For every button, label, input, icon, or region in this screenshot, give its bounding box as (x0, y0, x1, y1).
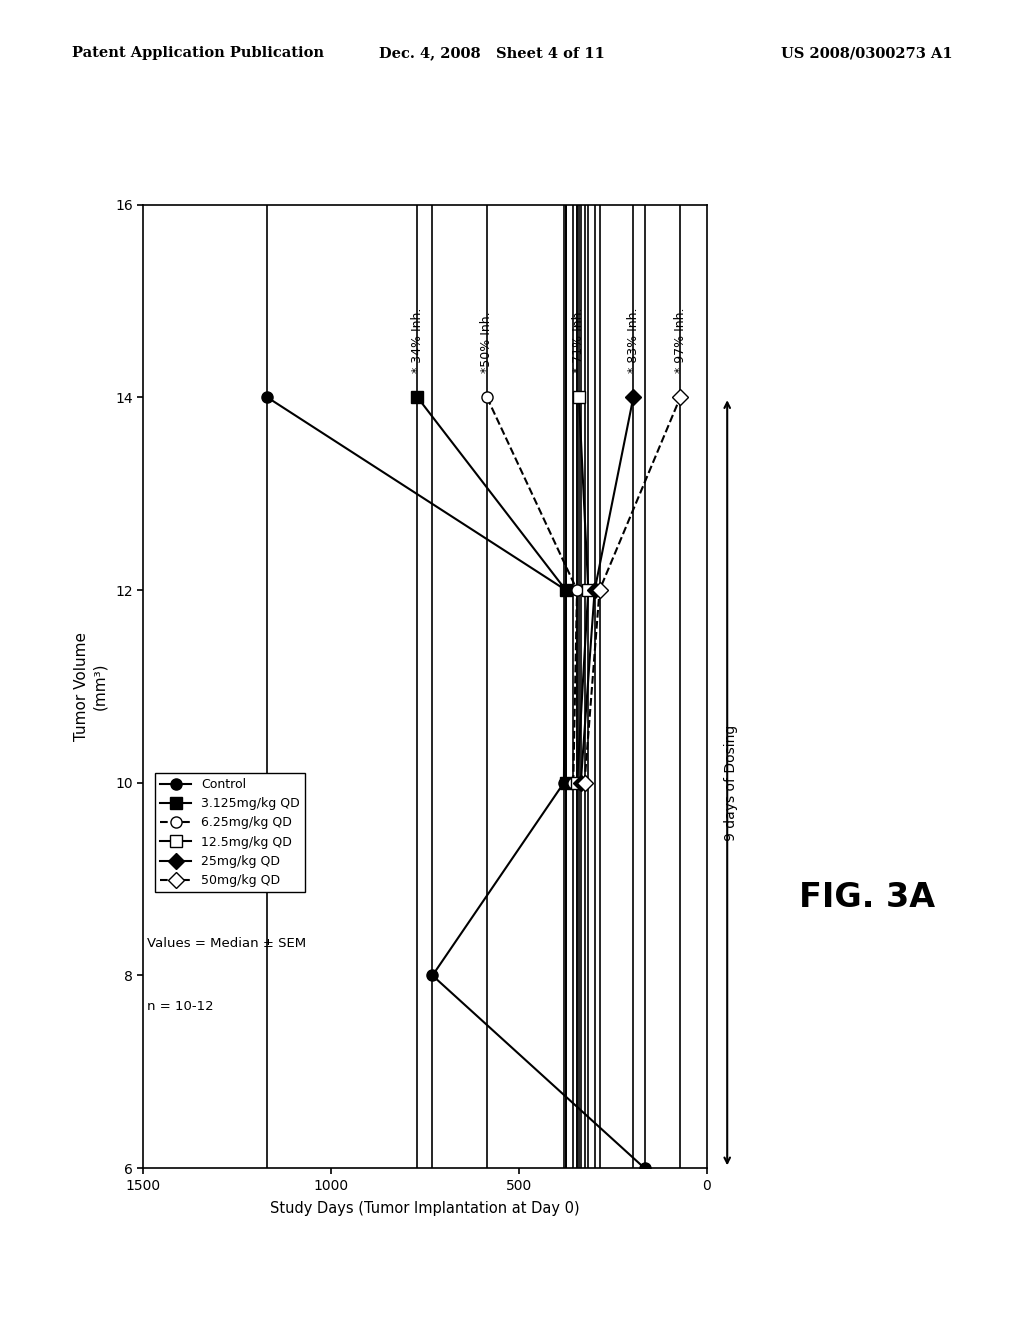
Text: Dec. 4, 2008   Sheet 4 of 11: Dec. 4, 2008 Sheet 4 of 11 (379, 46, 605, 61)
Text: Values = Median ± SEM: Values = Median ± SEM (147, 937, 306, 950)
Text: FIG. 3A: FIG. 3A (799, 882, 935, 913)
Text: Patent Application Publication: Patent Application Publication (72, 46, 324, 61)
Text: * 71% Inh.: * 71% Inh. (572, 308, 586, 374)
Text: n = 10-12: n = 10-12 (147, 999, 214, 1012)
Text: * 83% Inh.: * 83% Inh. (627, 308, 640, 374)
Text: US 2008/0300273 A1: US 2008/0300273 A1 (780, 46, 952, 61)
Text: *50% Inh.: *50% Inh. (480, 312, 494, 374)
Legend: Control, 3.125mg/kg QD, 6.25mg/kg QD, 12.5mg/kg QD, 25mg/kg QD, 50mg/kg QD: Control, 3.125mg/kg QD, 6.25mg/kg QD, 12… (156, 774, 305, 892)
X-axis label: Study Days (Tumor Implantation at Day 0): Study Days (Tumor Implantation at Day 0) (270, 1201, 580, 1216)
Text: 9 days of Dosing: 9 days of Dosing (724, 725, 737, 841)
Text: * 34% Inh.: * 34% Inh. (411, 308, 424, 374)
Text: * 97% Inh.: * 97% Inh. (674, 308, 687, 374)
Y-axis label: Tumor Volume
(mm³): Tumor Volume (mm³) (75, 632, 106, 741)
